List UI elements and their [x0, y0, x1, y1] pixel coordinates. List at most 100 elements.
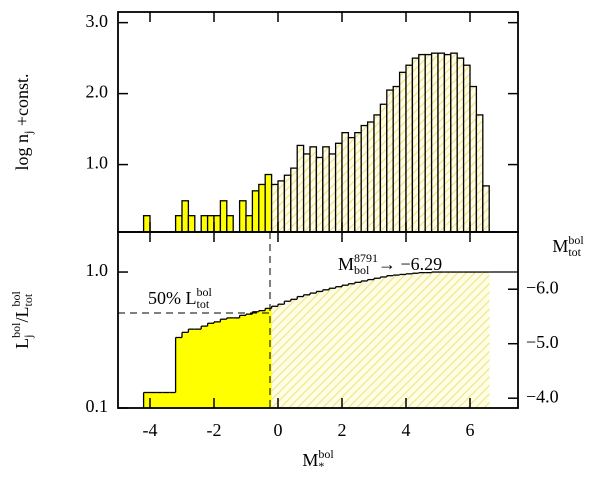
cumulative-fill [476, 272, 484, 408]
y-axis-label: log nj +const. [12, 73, 35, 170]
histogram-bar [341, 131, 350, 232]
label-part: bol [197, 285, 213, 299]
histogram-bar [226, 215, 234, 232]
y-axis-label: Ljbol/Ltotbol [9, 291, 35, 349]
cumulative-fill [470, 272, 477, 408]
cumulative-fill [431, 272, 439, 408]
label-part: 50% L [148, 288, 197, 308]
cumulative-fill [444, 272, 452, 408]
cumulative-fill [201, 326, 208, 408]
cumulative-fill [214, 321, 221, 408]
label-part: bol [9, 322, 23, 338]
histogram-bar [251, 190, 260, 232]
x-axis-label: M*bol [302, 447, 334, 473]
histogram-bar [437, 52, 446, 232]
histogram-bar [450, 52, 458, 232]
label-part: bol [9, 291, 23, 307]
histogram-bar [187, 215, 196, 232]
histogram-bar [482, 185, 490, 232]
histogram-bar [264, 173, 273, 232]
x-tick-label: -4 [143, 420, 158, 440]
label-part: j [21, 131, 35, 135]
y2-tick-label: −4.0 [526, 386, 559, 406]
histogram-bar [283, 174, 292, 232]
cumulative-fill [316, 291, 324, 408]
cumulative-fill [399, 274, 407, 408]
histogram-bar [373, 114, 382, 232]
histogram-bar [238, 200, 247, 232]
histogram-bar [475, 114, 484, 232]
cumulative-fill [342, 285, 349, 408]
cumulative-fill [226, 317, 234, 408]
cumulative-fill [246, 314, 253, 408]
label-part: j [21, 335, 35, 339]
label-part: → −6.29 [378, 254, 442, 274]
cumulative-fill [322, 289, 330, 408]
label-part: tot [21, 293, 35, 306]
label-part: /L [12, 307, 32, 323]
cumulative-fill [220, 319, 228, 408]
histogram-bar [328, 153, 337, 232]
histogram-bar [405, 64, 414, 232]
cumulative-fill [463, 272, 471, 408]
label-part: M [338, 254, 354, 274]
cumulative-fill [271, 306, 279, 408]
histogram-bar [219, 200, 228, 232]
cumulative-fill [182, 332, 189, 408]
histogram-bar [200, 215, 209, 232]
histogram-bar [245, 215, 254, 232]
x-tick-label: 4 [402, 420, 411, 440]
histogram-bar [354, 131, 362, 232]
label-part: 8791 [354, 251, 378, 265]
histogram-bar [443, 53, 452, 232]
cumulative-fill [425, 272, 432, 408]
cumulative-fill [393, 275, 400, 408]
label-part: * [318, 459, 324, 473]
x-tick-label: -2 [207, 420, 222, 440]
histogram-bar [360, 124, 369, 232]
histogram-bar [213, 215, 222, 232]
histogram-bar [322, 146, 330, 232]
histogram-bar [315, 156, 324, 232]
histogram-bar [418, 53, 426, 232]
label-part: bol [354, 263, 370, 277]
cumulative-fill [386, 275, 394, 408]
histogram-bar [258, 183, 266, 232]
histogram-bar [296, 144, 305, 232]
cumulative-fill [482, 272, 490, 408]
cumulative-fill [380, 276, 388, 408]
histogram-bar [366, 121, 375, 232]
histogram-bar [392, 85, 401, 232]
label-part: +const. [12, 73, 32, 130]
cumulative-fill [143, 392, 151, 408]
cumulative-fill [310, 293, 317, 408]
histogram-bar [424, 53, 433, 232]
label-part: tot [197, 297, 210, 311]
cumulative-fill [297, 296, 304, 408]
histogram-bar [379, 103, 388, 232]
cumulative-fill [175, 337, 183, 408]
y-tick-label: 2.0 [86, 82, 109, 102]
label-part: bol [318, 447, 334, 461]
cumulative-fill [239, 315, 247, 408]
cumulative-fill [367, 279, 375, 408]
cumulative-fill [361, 280, 368, 408]
y-tick-label: 3.0 [86, 11, 109, 31]
cumulative-fill [252, 311, 260, 408]
histogram-bar [277, 180, 286, 232]
cumulative-fill [188, 329, 196, 408]
histogram-bar [309, 146, 318, 232]
cumulative-fill [348, 283, 356, 408]
y-tick-label: 1.0 [86, 260, 109, 280]
label-part: tot [568, 245, 581, 259]
cumulative-fill [418, 272, 426, 408]
histogram-bar [142, 215, 151, 232]
annotation: 50% Ltotbol [148, 285, 213, 311]
x-tick-label: 6 [466, 420, 475, 440]
histogram-bar [430, 52, 439, 232]
cumulative-fill [156, 392, 164, 408]
y2-tick-label: −5.0 [526, 332, 559, 352]
panel-frame [117, 231, 519, 409]
cumulative-fill [329, 288, 336, 408]
